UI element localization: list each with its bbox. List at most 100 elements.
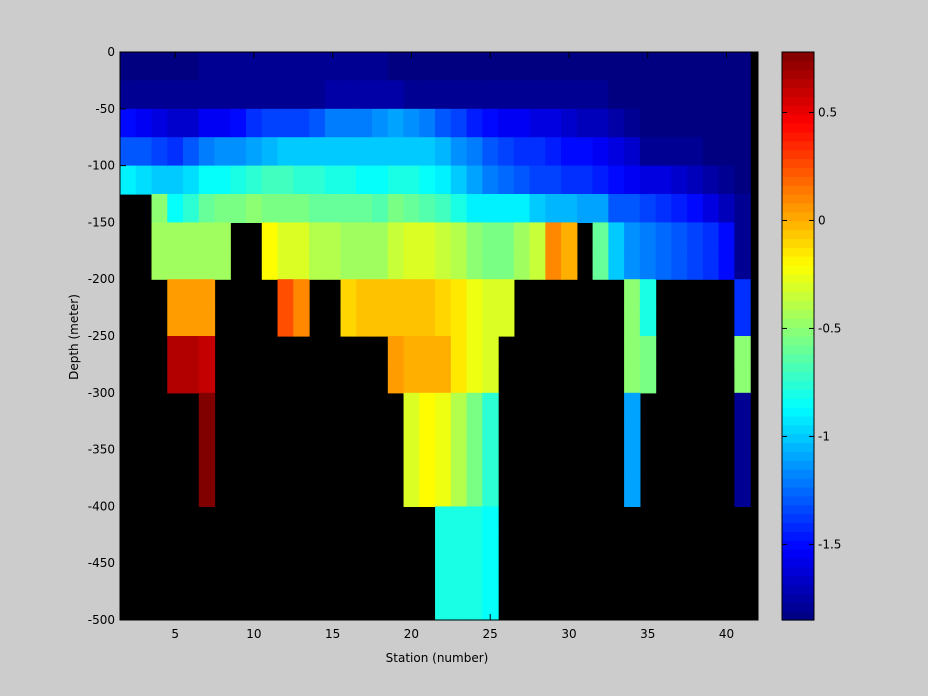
heatmap-cell	[545, 108, 562, 138]
heatmap-cell	[167, 336, 184, 365]
heatmap-cell	[167, 108, 184, 138]
heatmap-cell	[387, 336, 405, 365]
colorbar-segment	[782, 433, 814, 444]
heatmap-cell	[435, 336, 452, 365]
colorbar-segment	[782, 291, 814, 302]
heatmap-cell	[498, 307, 515, 337]
heatmap-cell	[324, 80, 342, 110]
heatmap-cell	[702, 194, 720, 223]
heatmap-cell	[734, 392, 751, 422]
heatmap-cell	[671, 250, 688, 280]
heatmap-cell	[277, 80, 294, 110]
heatmap-cell	[561, 137, 578, 167]
heatmap-cell	[198, 165, 216, 195]
heatmap-cell	[214, 194, 231, 223]
heatmap-cell	[261, 108, 279, 138]
heatmap-cell	[183, 364, 200, 394]
heatmap-cell	[403, 137, 420, 167]
heatmap-cell	[419, 478, 436, 507]
colorbar-segment	[782, 478, 814, 488]
heatmap-cell	[435, 194, 452, 223]
colorbar-segment	[782, 52, 814, 62]
heatmap-cell	[198, 364, 216, 394]
x-tick-label: 5	[171, 627, 179, 641]
heatmap-cell	[450, 194, 468, 223]
heatmap-cell	[608, 52, 625, 81]
heatmap-cell	[466, 137, 483, 167]
heatmap-cell	[230, 80, 247, 110]
heatmap-cell	[482, 364, 499, 394]
heatmap-cell	[293, 250, 310, 280]
colorbar-segment	[782, 309, 814, 319]
heatmap-cell	[230, 52, 247, 81]
heatmap-cell	[356, 137, 373, 167]
heatmap-cell	[403, 364, 420, 394]
heatmap-cell	[529, 194, 546, 223]
colorbar-segment	[782, 247, 814, 257]
heatmap-cell	[293, 307, 310, 337]
heatmap-cell	[198, 108, 216, 138]
colorbar-segment	[782, 540, 814, 550]
heatmap-cell	[450, 108, 468, 138]
heatmap-cell	[718, 108, 735, 138]
heatmap-cell	[324, 250, 342, 280]
heatmap-cell	[246, 80, 263, 110]
heatmap-cell	[734, 449, 751, 479]
heatmap-cell	[151, 52, 168, 81]
heatmap-cell	[435, 250, 452, 280]
heatmap-cell	[529, 222, 546, 252]
heatmap-cell	[687, 250, 704, 280]
heatmap-cell	[482, 449, 499, 479]
heatmap-cell	[167, 80, 184, 110]
heatmap-cell	[450, 534, 468, 564]
heatmap-cell	[246, 52, 263, 81]
heatmap-cell	[135, 108, 153, 138]
heatmap-cell	[498, 108, 515, 138]
heatmap-cell	[482, 194, 499, 223]
colorbar-segment	[782, 300, 814, 310]
heatmap-cell	[482, 250, 499, 280]
x-tick-label: 40	[719, 627, 734, 641]
heatmap-cell	[372, 250, 389, 280]
heatmap-cell	[246, 108, 263, 138]
colorbar-segment	[782, 60, 814, 71]
heatmap-cell	[702, 250, 720, 280]
heatmap-cell	[230, 194, 247, 223]
heatmap-cell	[561, 80, 578, 110]
heatmap-cell	[734, 250, 751, 280]
heatmap-cell	[466, 392, 483, 422]
y-tick-label: -450	[88, 556, 115, 570]
heatmap-cell	[466, 52, 483, 81]
heatmap-cell	[419, 80, 436, 110]
heatmap-cell	[450, 250, 468, 280]
heatmap-cell	[734, 52, 751, 81]
heatmap-cell	[734, 336, 751, 365]
colorbar-segment	[782, 504, 814, 515]
heatmap-cell	[671, 194, 688, 223]
heatmap-cell	[529, 165, 546, 195]
x-tick-label: 25	[483, 627, 498, 641]
colorbar-segment	[782, 78, 814, 89]
heatmap-cell	[545, 137, 562, 167]
heatmap-cell	[183, 307, 200, 337]
heatmap-cell	[576, 137, 594, 167]
heatmap-cell	[466, 250, 483, 280]
heatmap-cell	[624, 250, 641, 280]
heatmap-cell	[639, 80, 657, 110]
heatmap-cell	[561, 108, 578, 138]
y-tick-label: -500	[88, 613, 115, 627]
heatmap-cell	[340, 194, 357, 223]
heatmap-cell	[419, 392, 436, 422]
heatmap-cell	[482, 279, 499, 309]
heatmap-cell	[387, 108, 405, 138]
heatmap-cell	[702, 52, 720, 81]
heatmap-cell	[624, 52, 641, 81]
heatmap-cell	[450, 336, 468, 365]
heatmap-cell	[340, 165, 357, 195]
heatmap-cell	[293, 108, 310, 138]
heatmap-cell	[419, 108, 436, 138]
heatmap-cell	[561, 222, 578, 252]
heatmap-cell	[198, 80, 216, 110]
heatmap-cell	[261, 222, 279, 252]
heatmap-cell	[435, 52, 452, 81]
